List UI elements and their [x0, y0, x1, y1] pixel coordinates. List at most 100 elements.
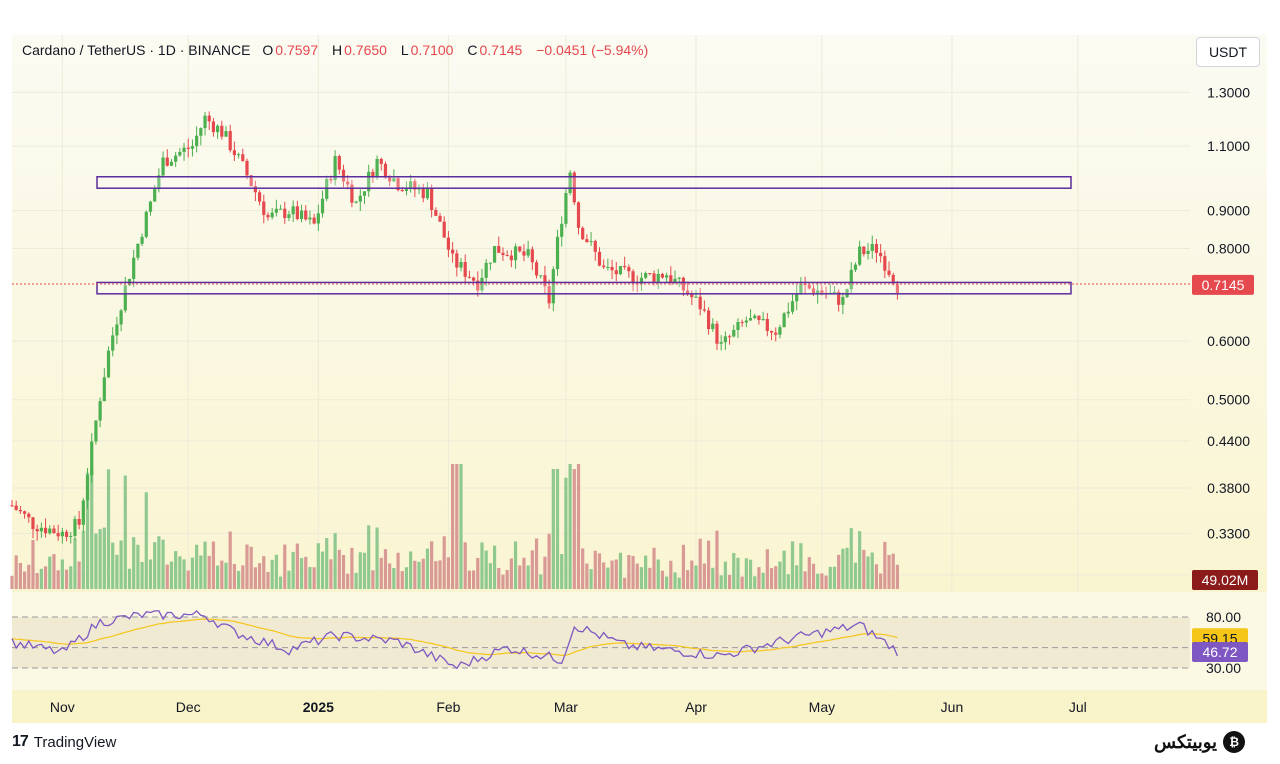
low-value: 0.7100: [410, 42, 454, 58]
volume-bar: [509, 558, 513, 589]
candle-body: [723, 336, 727, 343]
candle-body: [602, 265, 606, 268]
candle-body: [769, 330, 774, 333]
candle-body: [547, 286, 551, 304]
resistance-zone: [96, 175, 1072, 189]
candle-body: [795, 294, 799, 302]
open-label: O: [262, 42, 274, 58]
volume-bar: [165, 564, 169, 589]
candle-body: [765, 318, 769, 331]
candle-body: [140, 236, 144, 244]
candle-body: [581, 227, 585, 240]
volume-bar: [564, 477, 568, 589]
volume-bar: [593, 550, 597, 589]
volume-bar: [35, 573, 39, 589]
volume-bar: [501, 574, 505, 589]
candle-body: [270, 212, 274, 218]
volume-bar: [715, 530, 719, 589]
candle-body: [383, 163, 388, 178]
volume-bar: [383, 549, 388, 589]
volume-bar: [14, 555, 18, 589]
candle-body: [732, 329, 736, 337]
volume-bar: [576, 464, 581, 589]
volume-bar: [744, 558, 748, 589]
volume-bar: [425, 548, 430, 589]
volume-bar: [820, 573, 824, 589]
volume-bar: [379, 557, 383, 589]
candle-body: [719, 342, 723, 344]
volume-bar: [786, 574, 790, 589]
candle-body: [341, 169, 346, 182]
candle-body: [186, 147, 190, 149]
last-price-label: 0.7145: [1202, 277, 1245, 293]
candle-body: [35, 529, 39, 532]
volume-bar: [199, 555, 203, 589]
volume-bar: [417, 561, 421, 589]
candle-body: [669, 275, 673, 282]
candle-body: [853, 264, 858, 270]
volume-bar: [727, 574, 732, 589]
price-tick-label: 0.5000: [1207, 392, 1250, 408]
candle-body: [69, 535, 73, 537]
candle-body: [551, 269, 555, 304]
volume-bar: [467, 570, 471, 589]
candle-body: [686, 290, 690, 295]
volume-bar: [782, 550, 786, 589]
candle-body: [299, 210, 304, 220]
candle-body: [820, 290, 824, 293]
candles: [10, 111, 900, 544]
change-value: −0.0451 (−5.94%): [536, 42, 649, 58]
candle-body: [39, 527, 43, 532]
time-tick-label: Jul: [1069, 699, 1087, 715]
candle-body: [350, 184, 354, 203]
currency-button[interactable]: USDT: [1196, 37, 1260, 67]
volume-bar: [325, 538, 329, 589]
candle-body: [807, 284, 811, 289]
volume-bar: [283, 544, 287, 589]
candle-body: [627, 267, 631, 272]
volume-bar: [341, 555, 346, 589]
tradingview-brand[interactable]: 17 TradingView: [12, 733, 116, 751]
candle-body: [199, 128, 203, 136]
rsi-level-label: 80.00: [1206, 609, 1241, 625]
rsi-value-label: 46.72: [1202, 644, 1237, 660]
time-axis[interactable]: Nov Dec 2025 Feb Mar Apr May Jun Jul: [50, 699, 1087, 715]
volume-bar: [581, 548, 585, 589]
candle-body: [287, 214, 291, 219]
volume-bar: [190, 557, 195, 589]
candle-body: [283, 208, 287, 219]
candle-body: [396, 178, 400, 191]
candle-body: [333, 156, 337, 181]
volume-bar: [77, 561, 81, 589]
candle-body: [224, 131, 228, 137]
candle-body: [576, 202, 581, 228]
candle-body: [195, 135, 199, 147]
candle-body: [169, 161, 174, 166]
volume-bar: [602, 562, 606, 589]
volume-bar: [660, 570, 665, 589]
volume-bar: [371, 570, 375, 589]
volume-bar: [421, 558, 425, 589]
volume-bar: [409, 551, 413, 589]
price-axis[interactable]: 1.3000 1.1000 0.9000 0.8000 0.6000 0.5000 0.44…: [1192, 84, 1258, 590]
candle-body: [278, 208, 283, 210]
volume-bar: [492, 545, 497, 589]
volume-bar: [195, 544, 199, 589]
volume-bar: [430, 541, 434, 589]
volume-bar: [774, 566, 778, 589]
candle-body: [94, 420, 98, 442]
volume-bar: [178, 556, 182, 589]
candle-body: [346, 181, 350, 185]
volume-bar: [652, 547, 656, 589]
candle-body: [518, 246, 522, 252]
volume-bar: [329, 559, 333, 589]
candle-body: [413, 181, 417, 190]
volume-bar: [874, 564, 879, 589]
candle-body: [241, 154, 245, 161]
price-tick-label: 0.6000: [1207, 333, 1250, 349]
volume-bar: [148, 559, 153, 589]
candle-body: [316, 213, 320, 224]
candle-body: [509, 255, 513, 261]
